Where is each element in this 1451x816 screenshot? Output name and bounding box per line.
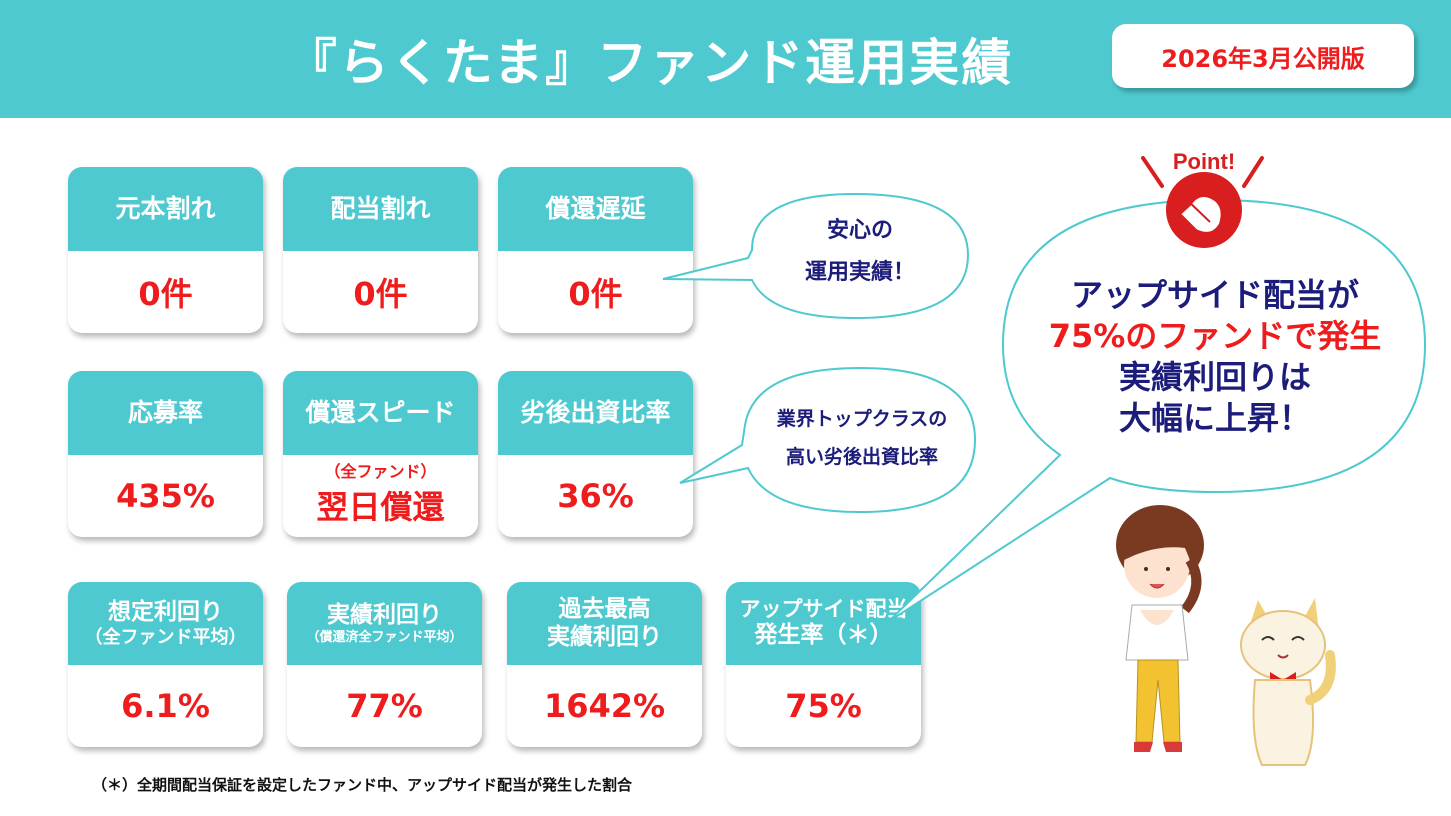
bubble-line-highlight: 75%のファンドで発生 — [1048, 317, 1382, 355]
card-label: 配当割れ — [283, 167, 478, 251]
card-note: （全ファンド） — [324, 462, 437, 481]
card-redemption-speed: 償還スピード （全ファンド） 翌日償還 — [283, 371, 478, 537]
card-application-rate: 応募率 435% — [68, 371, 263, 537]
card-value: 0件 — [353, 275, 408, 313]
card-label: 元本割れ — [68, 167, 263, 251]
card-value: 6.1% — [121, 687, 210, 725]
card-label-wrap: 想定利回り （全ファンド平均） — [68, 582, 263, 665]
card-sublabel: 実績利回り — [547, 623, 662, 650]
bubble-line: アップサイド配当が — [1070, 276, 1359, 314]
bubble-line: 大幅に上昇！ — [1118, 399, 1311, 437]
point-label: Point! — [1173, 149, 1235, 174]
page-title: 『らくたま』ファンド運用実績 — [286, 34, 1014, 92]
card-sublabel: （償還済全ファンド平均） — [306, 629, 463, 645]
bubble-safe-text: 安心の 運用実績！ — [770, 210, 950, 294]
card-value: 75% — [785, 687, 862, 725]
card-label: アップサイド配当 — [739, 597, 908, 622]
speech-bubble-safe — [662, 192, 970, 320]
footnote: （＊）全期間配当保証を設定したファンド中、アップサイド配当が発生した割合 — [92, 776, 633, 794]
card-label: 過去最高 — [558, 595, 651, 622]
card-value-wrap: （全ファンド） 翌日償還 — [283, 455, 478, 537]
bubble-line: 安心の — [826, 218, 893, 243]
girl-character-illustration — [1116, 505, 1204, 752]
card-label: 実績利回り — [327, 601, 442, 628]
bubble-line: 高い劣後出資比率 — [785, 446, 938, 468]
card-label: 償還遅延 — [498, 167, 693, 251]
speech-bubble-industry — [679, 366, 977, 514]
cat-character-illustration — [1240, 598, 1336, 766]
card-actual-yield: 実績利回り （償還済全ファンド平均） 77% — [287, 582, 482, 747]
card-value: 翌日償還 — [316, 488, 445, 526]
card-label-wrap: 実績利回り （償還済全ファンド平均） — [287, 582, 482, 665]
card-expected-yield: 想定利回り （全ファンド平均） 6.1% — [68, 582, 263, 747]
speech-bubble-point — [887, 198, 1427, 623]
card-label-wrap: 過去最高 実績利回り — [507, 582, 702, 665]
card-value: 0件 — [138, 275, 193, 313]
card-label: 償還スピード — [283, 371, 478, 455]
bubble-line: 業界トップクラスの — [776, 408, 948, 430]
bubble-point-text: アップサイド配当が 75%のファンドで発生 実績利回りは 大幅に上昇！ — [1010, 275, 1420, 439]
point-icon: Point! — [1141, 149, 1264, 248]
card-label: 劣後出資比率 — [498, 371, 693, 455]
card-value: 0件 — [568, 275, 623, 313]
card-value: 1642% — [543, 687, 666, 725]
card-upside-rate: アップサイド配当 発生率（＊） 75% — [726, 582, 921, 747]
card-dividend-loss: 配当割れ 0件 — [283, 167, 478, 333]
card-label: 想定利回り — [108, 598, 223, 625]
bubble-line: 運用実績！ — [804, 260, 915, 285]
card-value: 77% — [346, 687, 423, 725]
edition-badge: 2026年3月公開版 — [1112, 24, 1414, 88]
card-sublabel: 発生率（＊） — [754, 622, 893, 649]
card-label-wrap: アップサイド配当 発生率（＊） — [726, 582, 921, 665]
bubble-line: 実績利回りは — [1118, 358, 1311, 396]
card-subordinated-ratio: 劣後出資比率 36% — [498, 371, 693, 537]
card-principal-loss: 元本割れ 0件 — [68, 167, 263, 333]
card-highest-yield: 過去最高 実績利回り 1642% — [507, 582, 702, 747]
card-sublabel: （全ファンド平均） — [84, 626, 247, 648]
header-bar: 『らくたま』ファンド運用実績 2026年3月公開版 — [0, 0, 1451, 118]
card-value: 435% — [116, 477, 215, 515]
card-redemption-delay: 償還遅延 0件 — [498, 167, 693, 333]
card-label: 応募率 — [68, 371, 263, 455]
card-value: 36% — [557, 477, 634, 515]
bubble-industry-text: 業界トップクラスの 高い劣後出資比率 — [752, 400, 972, 476]
